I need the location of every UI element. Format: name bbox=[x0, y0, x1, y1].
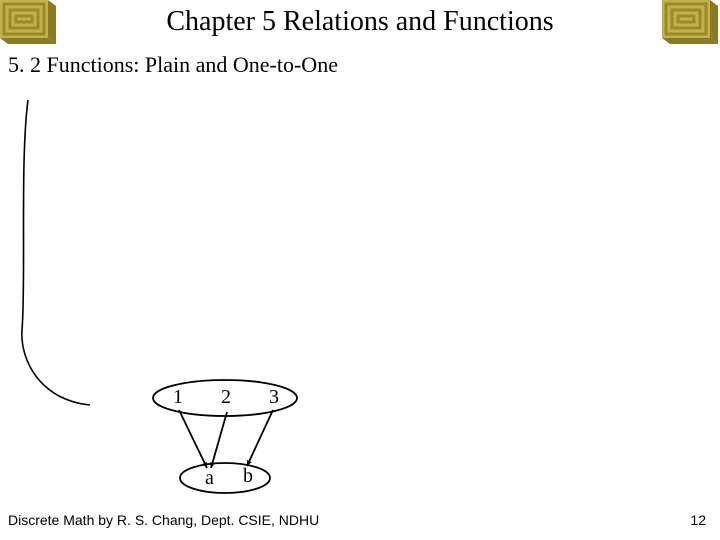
page-number: 12 bbox=[690, 512, 706, 530]
mapping-arrow-1 bbox=[179, 410, 207, 468]
mapping-arrow-2 bbox=[211, 412, 227, 468]
title-text: Chapter 5 Relations and Functions bbox=[166, 6, 553, 37]
section-subtitle: 5. 2 Functions: Plain and One-to-One bbox=[8, 52, 338, 78]
curve-path bbox=[22, 100, 90, 405]
footer-text: Discrete Math by R. S. Chang, Dept. CSIE… bbox=[8, 512, 319, 528]
codomain-element-label-2: b bbox=[243, 465, 253, 487]
page-number-text: 12 bbox=[690, 512, 706, 528]
mapping-arrow-3 bbox=[247, 410, 273, 466]
codomain-set-ellipse bbox=[180, 463, 270, 493]
domain-element-label-2: 2 bbox=[221, 386, 231, 408]
codomain-element-label-1: a bbox=[205, 467, 214, 489]
domain-element-label-3: 3 bbox=[269, 386, 279, 408]
domain-element-label-1: 1 bbox=[173, 386, 183, 408]
page-title: Chapter 5 Relations and Functions bbox=[0, 6, 720, 38]
footer-attribution: Discrete Math by R. S. Chang, Dept. CSIE… bbox=[8, 512, 319, 530]
subtitle-text: 5. 2 Functions: Plain and One-to-One bbox=[8, 52, 338, 77]
function-mapping-diagram: 1 2 3 a b bbox=[135, 370, 325, 500]
